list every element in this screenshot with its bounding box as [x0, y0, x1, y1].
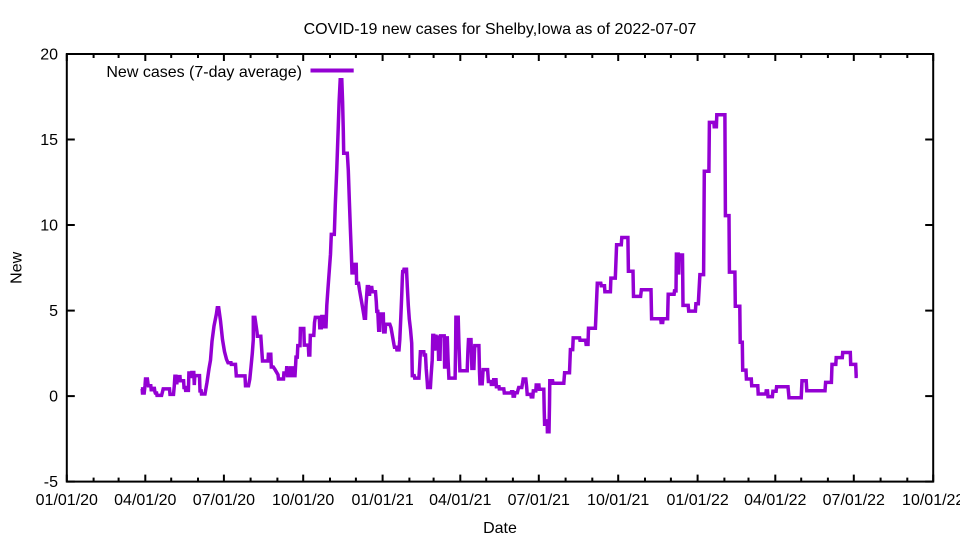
- svg-text:10/01/20: 10/01/20: [272, 492, 334, 509]
- svg-text:04/01/22: 04/01/22: [744, 492, 806, 509]
- svg-text:Date: Date: [483, 520, 517, 537]
- svg-text:20: 20: [40, 47, 58, 64]
- svg-text:07/01/22: 07/01/22: [823, 492, 885, 509]
- svg-text:07/01/20: 07/01/20: [193, 492, 255, 509]
- svg-text:10/01/21: 10/01/21: [587, 492, 649, 509]
- svg-text:01/01/21: 01/01/21: [351, 492, 413, 509]
- svg-text:New cases (7-day average): New cases (7-day average): [106, 64, 302, 81]
- svg-text:-5: -5: [44, 474, 58, 491]
- svg-text:10: 10: [40, 218, 58, 235]
- svg-text:10/01/22: 10/01/22: [902, 492, 960, 509]
- svg-text:New: New: [9, 251, 26, 283]
- svg-text:5: 5: [49, 303, 58, 320]
- svg-text:04/01/21: 04/01/21: [429, 492, 491, 509]
- svg-text:01/01/20: 01/01/20: [36, 492, 98, 509]
- svg-text:01/01/22: 01/01/22: [666, 492, 728, 509]
- svg-text:04/01/20: 04/01/20: [114, 492, 176, 509]
- svg-text:COVID-19 new cases for Shelby,: COVID-19 new cases for Shelby,Iowa as of…: [304, 21, 697, 38]
- svg-text:15: 15: [40, 132, 58, 149]
- svg-text:0: 0: [49, 389, 58, 406]
- svg-text:07/01/21: 07/01/21: [508, 492, 570, 509]
